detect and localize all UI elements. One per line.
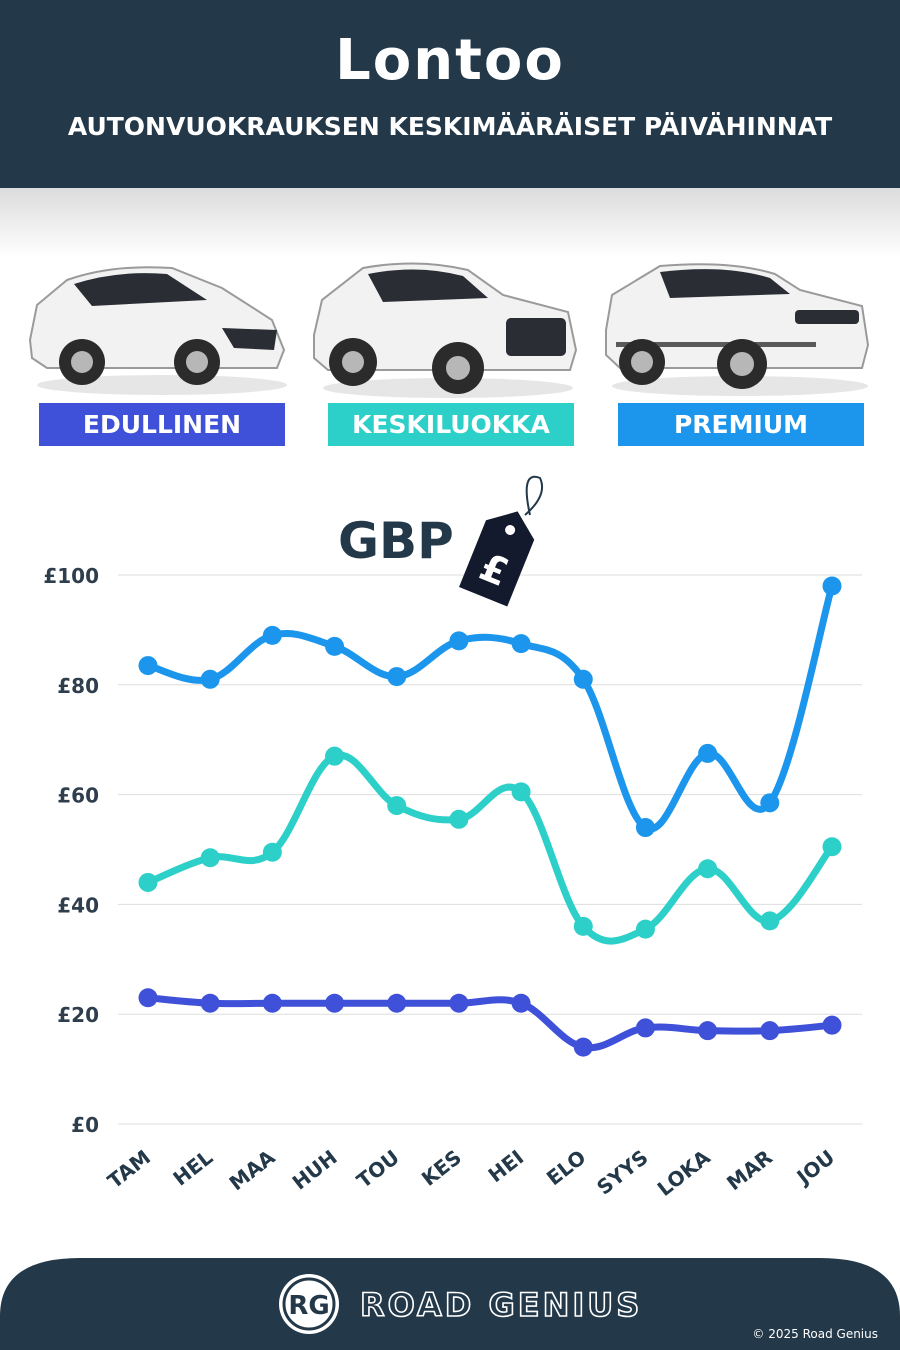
data-point — [698, 743, 718, 763]
x-tick-label: HEL — [168, 1145, 217, 1191]
x-tick-label: SYYS — [592, 1145, 652, 1199]
data-point — [511, 782, 531, 802]
logo-circle — [279, 1274, 339, 1334]
data-point — [698, 859, 718, 879]
data-point — [635, 818, 655, 838]
x-tick-label: TAM — [103, 1145, 155, 1193]
price-line-chart: £0 £20 £40 £60 £80 £100 TAM HEL MAA HUH TOU KES HEI… — [43, 475, 862, 1201]
x-tick-label: MAA — [225, 1145, 280, 1196]
y-tick-label: £0 — [71, 1113, 99, 1137]
x-tick-label: JOU — [791, 1145, 839, 1190]
data-point — [200, 993, 220, 1013]
x-tick-label: KES — [417, 1145, 466, 1191]
data-point — [760, 1021, 780, 1041]
category-label-premium: PREMIUM — [618, 403, 864, 446]
currency-label: GBP — [338, 512, 454, 570]
data-point — [325, 746, 345, 766]
header-banner: Lontoo AUTONVUOKRAUKSEN KESKIMÄÄRÄISET P… — [0, 0, 900, 188]
grid-lines — [118, 574, 862, 1125]
data-point — [200, 848, 220, 868]
x-tick-label: ELO — [542, 1145, 590, 1190]
y-tick-label: £80 — [57, 674, 99, 698]
premium-car-image — [605, 263, 870, 396]
y-tick-label: £20 — [57, 1003, 99, 1027]
data-point — [387, 667, 407, 687]
data-point — [511, 634, 531, 654]
data-point — [387, 993, 407, 1013]
data-point — [760, 911, 780, 931]
data-point — [698, 1021, 718, 1041]
y-tick-label: £40 — [57, 893, 99, 917]
price-tag-icon: £ — [459, 511, 535, 607]
price-tag-string — [524, 475, 544, 516]
data-point — [822, 837, 842, 857]
data-point — [200, 669, 220, 689]
economy-car-image — [28, 266, 287, 395]
data-point — [138, 656, 158, 676]
x-tick-label: HUH — [288, 1145, 342, 1195]
data-point — [573, 916, 593, 936]
x-tick-label: HEI — [484, 1145, 529, 1187]
copyright-text: © 2025 Road Genius — [752, 1327, 878, 1341]
page-subtitle: AUTONVUOKRAUKSEN KESKIMÄÄRÄISET PÄIVÄHIN… — [67, 112, 833, 141]
footer-background — [0, 1258, 900, 1350]
y-axis-ticks: £0 £20 £40 £60 £80 £100 — [43, 564, 99, 1137]
data-point — [822, 576, 842, 596]
footer: RG ROAD GENIUS — [0, 1258, 900, 1350]
y-tick-label: £60 — [57, 784, 99, 808]
data-point — [387, 796, 407, 816]
x-tick-label: MAR — [722, 1145, 777, 1195]
y-tick-label: £100 — [43, 564, 99, 588]
series-line-3 — [144, 582, 836, 833]
header-shadow — [0, 188, 900, 258]
data-point — [760, 793, 780, 813]
category-label-economy: EDULLINEN — [39, 403, 285, 446]
category-label-midrange: KESKILUOKKA — [328, 403, 574, 446]
series-line-2 — [144, 751, 836, 945]
page-title: Lontoo — [335, 28, 565, 93]
data-point — [573, 1037, 593, 1057]
x-tick-label: TOU — [352, 1145, 404, 1193]
x-axis-ticks: TAM HEL MAA HUH TOU KES HEI ELO SYYS LOKA MAR JOU — [103, 1145, 839, 1201]
data-point — [262, 993, 282, 1013]
x-tick-label: LOKA — [653, 1145, 715, 1201]
data-point — [138, 872, 158, 892]
brand-name: ROAD GENIUS — [360, 1286, 642, 1324]
currency-badge: GBP £ — [338, 475, 544, 607]
data-point — [635, 919, 655, 939]
logo-ring — [282, 1277, 336, 1331]
midrange-car-image — [313, 262, 578, 398]
data-point — [635, 1018, 655, 1038]
data-point — [262, 842, 282, 862]
data-point — [449, 993, 469, 1013]
data-point — [511, 993, 531, 1013]
series-line-1 — [144, 994, 836, 1052]
data-point — [822, 1015, 842, 1035]
data-point — [449, 631, 469, 651]
data-point — [325, 993, 345, 1013]
data-point — [573, 669, 593, 689]
data-point — [138, 988, 158, 1008]
logo-initials: RG — [288, 1291, 329, 1321]
data-point — [325, 636, 345, 656]
series-lines — [138, 576, 842, 1057]
data-point — [262, 625, 282, 645]
data-point — [449, 809, 469, 829]
